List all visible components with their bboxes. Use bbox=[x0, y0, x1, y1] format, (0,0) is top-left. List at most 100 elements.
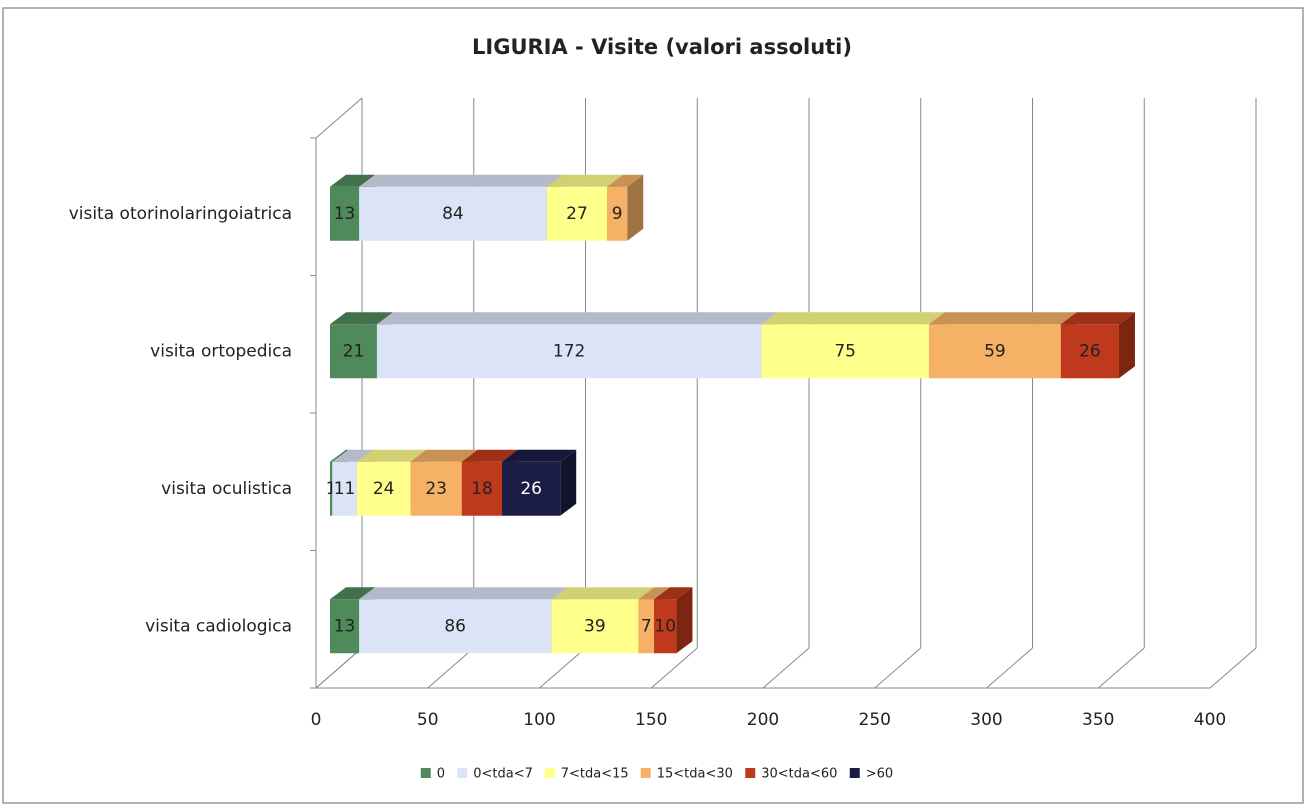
legend-swatch bbox=[457, 768, 468, 778]
data-label: 84 bbox=[442, 204, 464, 224]
bar-segment bbox=[607, 174, 644, 241]
x-tick-label: 0 bbox=[311, 710, 322, 730]
bar-top bbox=[654, 587, 693, 600]
legend-swatch bbox=[420, 768, 431, 778]
bar-top bbox=[359, 174, 563, 187]
data-label: 26 bbox=[520, 479, 542, 499]
data-label: 1 bbox=[326, 479, 337, 499]
data-label: 11 bbox=[334, 479, 356, 499]
grid-line bbox=[427, 647, 475, 689]
bar-side bbox=[560, 449, 577, 516]
data-label: 75 bbox=[834, 341, 856, 361]
data-label: 10 bbox=[654, 616, 676, 636]
x-tick-label: 350 bbox=[1082, 710, 1114, 730]
legend-swatch bbox=[544, 768, 555, 778]
x-tick-label: 50 bbox=[417, 710, 439, 730]
chart-frame bbox=[2, 7, 1304, 804]
data-label: 172 bbox=[553, 341, 585, 361]
bar-top bbox=[376, 312, 778, 325]
y-tick-label: visita oculistica bbox=[161, 479, 292, 499]
bar-front bbox=[359, 186, 547, 241]
data-label: 23 bbox=[425, 479, 447, 499]
grid-line bbox=[650, 647, 698, 689]
bar-top bbox=[928, 312, 1077, 325]
bar-front bbox=[410, 461, 462, 516]
data-label: 7 bbox=[641, 616, 652, 636]
data-label: 24 bbox=[373, 479, 395, 499]
bar-side bbox=[1118, 312, 1135, 379]
bar-front bbox=[330, 324, 377, 379]
legend-swatch bbox=[640, 768, 651, 778]
grid-line bbox=[1209, 647, 1257, 689]
bar-front bbox=[654, 599, 677, 654]
bar-segment bbox=[1060, 312, 1135, 379]
bar-front bbox=[928, 324, 1061, 379]
bar-front bbox=[607, 186, 628, 241]
bar-segment bbox=[502, 449, 577, 516]
bar-front bbox=[502, 461, 561, 516]
bar-front bbox=[330, 461, 333, 516]
bar-top bbox=[330, 312, 393, 325]
bar-top bbox=[461, 449, 519, 462]
legend-swatch bbox=[745, 768, 756, 778]
bar-top bbox=[330, 174, 376, 187]
data-label: 59 bbox=[984, 341, 1006, 361]
data-label: 13 bbox=[334, 204, 356, 224]
bar-segment bbox=[654, 587, 693, 654]
bar-front bbox=[761, 324, 929, 379]
bar-front bbox=[330, 599, 360, 654]
x-tick-label: 300 bbox=[970, 710, 1002, 730]
bar-front bbox=[330, 186, 360, 241]
legend-swatch bbox=[849, 768, 860, 778]
legend-label: 7<tda<15 bbox=[561, 767, 629, 782]
legend-label: 0<tda<7 bbox=[473, 767, 533, 782]
legend-label: 0 bbox=[437, 767, 445, 782]
legend-label: 30<tda<60 bbox=[761, 767, 837, 782]
y-tick-label: visita cadiologica bbox=[145, 616, 292, 636]
x-tick-label: 200 bbox=[747, 710, 779, 730]
bar-top bbox=[607, 174, 644, 187]
bar-front bbox=[356, 461, 411, 516]
bar-front bbox=[461, 461, 503, 516]
grid-line bbox=[986, 647, 1033, 689]
bar-front bbox=[638, 599, 655, 654]
bar-front bbox=[1060, 324, 1119, 379]
bar-front bbox=[332, 461, 357, 516]
x-tick-label: 400 bbox=[1194, 710, 1226, 730]
bar-segment bbox=[359, 587, 568, 654]
bar-top bbox=[332, 449, 373, 462]
bar-segment bbox=[376, 312, 778, 379]
bar-front bbox=[376, 324, 762, 379]
chart-title: LIGURIA - Visite (valori assoluti) bbox=[472, 35, 852, 59]
bar-side bbox=[627, 174, 644, 241]
bar-top bbox=[551, 587, 655, 600]
grid-line bbox=[874, 647, 922, 689]
x-tick-label: 100 bbox=[523, 710, 555, 730]
y-tick-label: visita ortopedica bbox=[150, 341, 292, 361]
grid-line bbox=[539, 647, 586, 689]
bar-top bbox=[330, 587, 376, 600]
legend-label: 15<tda<30 bbox=[657, 767, 733, 782]
bar-front bbox=[546, 186, 608, 241]
data-label: 86 bbox=[444, 616, 466, 636]
data-label: 21 bbox=[343, 341, 365, 361]
y-tick-label: visita otorinolaringoiatrica bbox=[69, 204, 292, 224]
bar-front bbox=[551, 599, 639, 654]
data-label: 27 bbox=[566, 204, 588, 224]
bar-top bbox=[761, 312, 945, 325]
bar-front bbox=[359, 599, 552, 654]
axis-line bbox=[315, 97, 363, 139]
bar-top bbox=[1060, 312, 1135, 325]
data-label: 9 bbox=[612, 204, 623, 224]
bar-top bbox=[330, 449, 349, 462]
data-label: 39 bbox=[584, 616, 606, 636]
grid-line bbox=[1097, 647, 1145, 689]
bar-side bbox=[676, 587, 693, 654]
bar-top bbox=[410, 449, 478, 462]
bar-top bbox=[546, 174, 624, 187]
x-tick-label: 150 bbox=[635, 710, 667, 730]
bar-top bbox=[356, 449, 427, 462]
bar-top bbox=[359, 587, 568, 600]
data-label: 18 bbox=[471, 479, 493, 499]
